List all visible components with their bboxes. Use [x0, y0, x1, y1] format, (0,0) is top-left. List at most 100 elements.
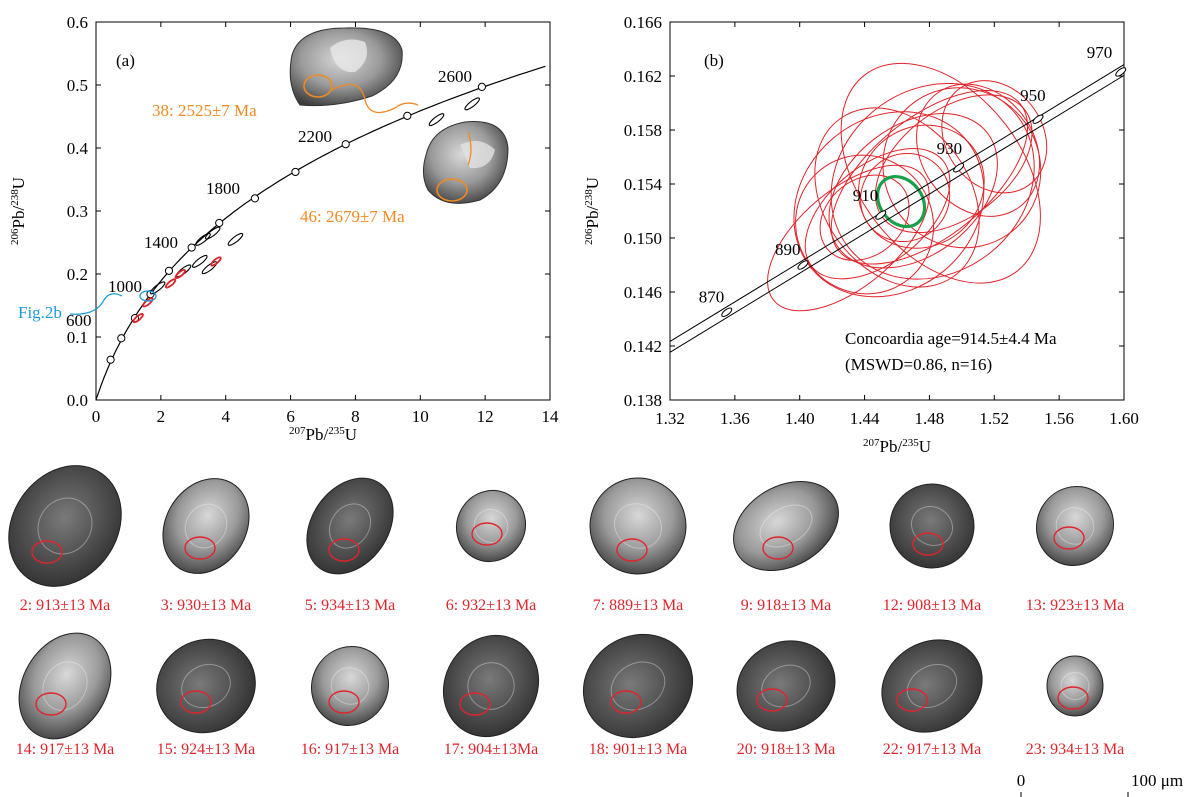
analysis-spot	[762, 536, 794, 560]
analysis-ellipse-black	[149, 281, 166, 295]
x-tick-label: 14	[542, 407, 560, 426]
grain-zoning	[184, 503, 228, 549]
analysis-spot	[616, 538, 648, 562]
analysis-ellipse-red	[814, 107, 980, 288]
analysis-ellipse-black	[227, 232, 244, 246]
grain-zoning	[1060, 672, 1090, 700]
x-tick-label: 2	[157, 407, 166, 426]
concordia-age-marker	[117, 334, 126, 343]
concordia-age-marker	[797, 260, 809, 270]
grain-zoning	[759, 504, 813, 548]
grain-age-label: 7: 889±13 Ma	[593, 597, 684, 614]
grain-row1-7: 12: 908±13 Ma	[883, 483, 982, 614]
grain-age-label: 6: 932±13 Ma	[446, 597, 537, 614]
grain-row2-2: 15: 924±13 Ma	[156, 638, 256, 758]
analysis-ellipse-red	[840, 62, 1041, 284]
grain-zoning	[330, 667, 370, 705]
analysis-ellipse-red	[830, 89, 1029, 265]
y-tick-label: 0.158	[624, 121, 662, 140]
analysis-ellipse-red	[804, 148, 951, 280]
concordia-age-label: 950	[1020, 86, 1045, 105]
y-tick-label: 0.154	[624, 175, 663, 194]
grain-row2-1: 14: 917±13 Ma	[16, 632, 114, 758]
x-tick-label: 1.32	[655, 409, 685, 428]
grain-age-label: 20: 918±13 Ma	[737, 741, 836, 758]
panel-b-concordia-band	[669, 64, 1125, 353]
fig2b-zoom-ellipse	[139, 290, 157, 302]
analysis-spot	[328, 538, 360, 562]
y-tick-label: 0.146	[624, 283, 662, 302]
y-tick-label: 0.1	[67, 328, 88, 347]
concordia-age-label: 970	[1087, 43, 1113, 62]
zircon-grain	[889, 483, 975, 569]
grain-age-label: 12: 908±13 Ma	[883, 597, 982, 614]
zircon-grain	[582, 633, 694, 739]
grain-zoning	[473, 509, 509, 543]
grain-age-label: 17: 904±13Ma	[444, 741, 539, 758]
analysis-ellipse-black	[428, 113, 445, 127]
y-tick-label: 0.150	[624, 229, 662, 248]
concordia-age-marker	[291, 167, 300, 177]
scale-bar: 0 100 μm	[1017, 771, 1183, 797]
panel-b: (b) 1.32 1.36 1.40 1.44 1.48 1.52 1.56 1.60 0.13…	[583, 13, 1139, 456]
analysis-spot	[1057, 686, 1089, 710]
concordia-age-label: 600	[66, 311, 92, 330]
panel-b-ylabel: 206Pb/238U	[583, 177, 602, 245]
leader-line-38	[331, 83, 419, 114]
panel-b-ticks: 1.32 1.36 1.40 1.44 1.48 1.52 1.56 1.60 0.138 0.1…	[624, 13, 1139, 428]
grain-zoning	[467, 662, 515, 710]
analysis-ellipse-red	[174, 268, 186, 280]
zircon-grain	[733, 480, 839, 572]
x-tick-label: 8	[351, 407, 360, 426]
crystal-grain-38	[289, 27, 403, 107]
y-tick-label: 0.166	[624, 13, 662, 32]
zircon-grain	[589, 477, 687, 575]
analysis-spot	[31, 540, 63, 564]
grain-age-label: 3: 930±13 Ma	[161, 597, 252, 614]
grain-row1-8: 13: 923±13 Ma	[1026, 485, 1124, 614]
grain-zoning	[911, 506, 953, 546]
y-tick-label: 0.3	[67, 202, 88, 221]
grain-row2-7: 22: 917±13 Ma	[881, 639, 983, 758]
panel-a: (a) 0 2 4 6 8 10 12 14 0.0 0.1 0.2 0.3 0.4 0.5 0.6 600…	[9, 13, 559, 444]
x-tick-label: 6	[286, 407, 295, 426]
analysis-spot	[912, 532, 944, 556]
concordia-age-label: 1800	[206, 179, 240, 198]
x-tick-label: 1.40	[785, 409, 815, 428]
y-tick-label: 0.0	[67, 391, 88, 410]
grain-row1-3: 5: 934±13 Ma	[305, 477, 395, 614]
grain-zoning	[1055, 507, 1095, 545]
crystal-grain-46	[422, 121, 509, 204]
concordia-age-label: 930	[937, 139, 963, 158]
analysis-spot	[896, 688, 928, 712]
analysis-ellipse-red	[860, 152, 951, 243]
analysis-ellipse-red	[164, 278, 177, 289]
concordia-age-marker	[106, 355, 115, 364]
panel-b-frame	[669, 21, 1125, 401]
panel-a-label: (a)	[116, 51, 135, 70]
concordia-age-marker	[164, 266, 174, 275]
grain-age-label: 18: 901±13 Ma	[589, 741, 688, 758]
analysis-ellipse-red	[793, 111, 985, 298]
analysis-ellipse-red	[882, 87, 1042, 249]
panel-a-xlabel: 207Pb/235U	[289, 425, 357, 444]
grain-gallery: 2: 913±13 Ma 3: 930±13 Ma 5: 934±13 Ma 6: 9…	[8, 465, 1124, 758]
concordia-age-marker	[953, 163, 965, 173]
analysis-ellipse-black	[201, 261, 218, 275]
grain-zoning	[42, 661, 88, 711]
grain-zoning	[906, 663, 958, 709]
zircon-grain	[306, 477, 394, 575]
concordia-age-result: Concoardia age=914.5±4.4 Ma	[845, 329, 1057, 348]
concordia-age-marker	[403, 111, 412, 120]
grain-row2-6: 20: 918±13 Ma	[736, 640, 836, 758]
panel-b-xlabel: 207Pb/235U	[863, 437, 931, 456]
concordia-age-label: 2200	[298, 127, 332, 146]
zircon-grain	[455, 489, 527, 563]
concordia-age-marker	[477, 82, 486, 91]
concordia-age-label: 910	[853, 186, 879, 205]
scale-bar-start: 0	[1017, 771, 1026, 790]
x-tick-label: 0	[92, 407, 101, 426]
concordia-band-line	[669, 64, 1125, 342]
